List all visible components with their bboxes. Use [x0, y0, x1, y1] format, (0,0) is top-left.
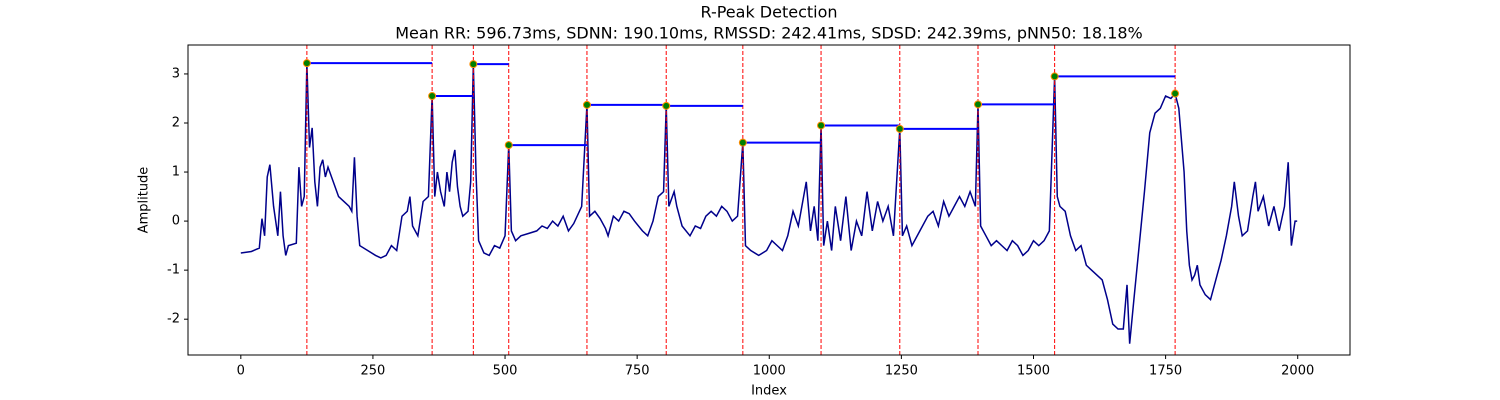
x-tick-label: 1250 — [885, 364, 918, 379]
y-tick-label: -2 — [167, 312, 180, 327]
x-tick-label: 750 — [625, 364, 650, 379]
peak-marker — [469, 60, 478, 69]
peak-marker — [895, 124, 904, 133]
y-tick-label: 0 — [172, 214, 180, 229]
y-tick-label: 2 — [172, 115, 180, 130]
x-tick-label: 1750 — [1149, 364, 1182, 379]
peak-marker — [662, 101, 671, 110]
y-tick-label: 3 — [172, 66, 180, 81]
peak-marker — [302, 59, 311, 68]
y-axis-label: Amplitude — [137, 167, 152, 234]
y-tick-label: 1 — [172, 165, 180, 180]
signal-line — [240, 63, 1298, 344]
x-tick-label: 1000 — [753, 364, 786, 379]
chart-subtitle: Mean RR: 596.73ms, SDNN: 190.10ms, RMSSD… — [395, 24, 1143, 43]
x-tick-label: 1500 — [1017, 364, 1050, 379]
peak-marker — [504, 141, 513, 150]
x-tick-label: 0 — [237, 364, 245, 379]
peak-marker — [738, 138, 747, 147]
peak-marker — [428, 92, 437, 101]
y-tick-label: -1 — [167, 263, 180, 278]
chart-title: R-Peak Detection — [700, 3, 837, 22]
peak-marker — [974, 100, 983, 109]
peak-marker — [817, 121, 826, 130]
plot-frame — [187, 44, 1351, 356]
peak-marker — [582, 100, 591, 109]
x-tick-label: 2000 — [1281, 364, 1314, 379]
peak-marker — [1171, 89, 1180, 98]
x-tick-label: 250 — [361, 364, 386, 379]
x-axis-label: Index — [751, 384, 787, 399]
peak-marker — [1050, 72, 1059, 81]
x-tick-label: 500 — [493, 364, 518, 379]
